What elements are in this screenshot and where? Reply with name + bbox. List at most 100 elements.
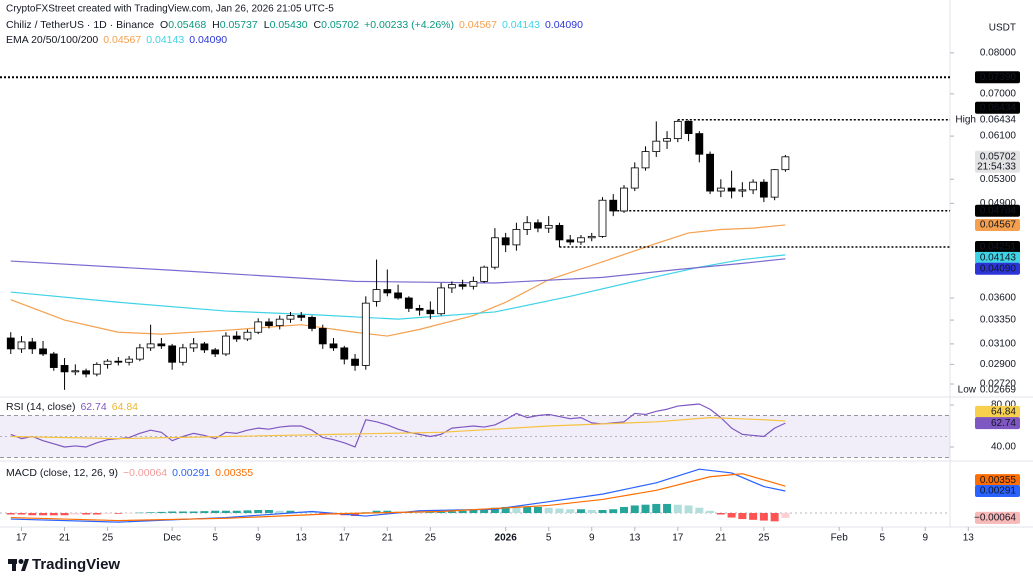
candle-body xyxy=(39,348,47,355)
price-badge-label: 64.84 xyxy=(991,407,1016,418)
price-badge-label: 0.00291 xyxy=(980,486,1017,497)
y-tick-label: 0.03600 xyxy=(980,293,1017,304)
price-badge xyxy=(975,101,1020,114)
candle-body xyxy=(49,353,58,368)
candle-body xyxy=(200,343,209,351)
candle-body xyxy=(6,337,15,350)
candle-body xyxy=(534,222,542,229)
indicator-line xyxy=(10,473,786,522)
macd-histogram-bar xyxy=(587,509,596,514)
extreme-value: 0.06434 xyxy=(980,114,1017,125)
macd-histogram-bar xyxy=(146,512,155,514)
candle-body xyxy=(394,292,402,299)
macd-histogram-bar xyxy=(82,513,91,515)
candle-body xyxy=(587,235,596,239)
macd-histogram-bar xyxy=(501,506,510,514)
macd-histogram-bar xyxy=(28,513,37,516)
price-badge xyxy=(975,71,1020,84)
brand-name: TradingView xyxy=(32,556,120,573)
y-tick-label: 0.02900 xyxy=(980,359,1017,370)
y-tick-label: 0.02720 xyxy=(980,379,1017,390)
x-tick-label: Feb xyxy=(831,533,849,544)
x-tick-label: 9 xyxy=(589,533,595,544)
macd-histogram-bar xyxy=(706,510,715,514)
macd-histogram-bar xyxy=(383,510,392,514)
candle-body xyxy=(168,345,177,363)
macd-histogram-bar xyxy=(17,513,26,515)
candle-body xyxy=(211,349,220,355)
macd-histogram-bar xyxy=(168,511,177,514)
macd-histogram-bar xyxy=(318,513,327,514)
x-tick-label: Dec xyxy=(163,533,181,544)
legend-value: 0.00291 xyxy=(172,467,210,479)
macd-histogram-bar xyxy=(60,513,69,516)
indicator-line xyxy=(10,417,786,440)
candle-body xyxy=(114,360,123,363)
macd-histogram-bar xyxy=(243,510,252,514)
price-badge-label: 0.04090 xyxy=(980,263,1017,274)
macd-histogram-bar xyxy=(770,513,779,522)
price-change: +0.00233 (+4.26%) xyxy=(364,19,454,31)
macd-histogram-bar xyxy=(308,512,317,514)
x-tick-label: 9 xyxy=(922,533,928,544)
logo-stem xyxy=(12,559,16,571)
price-badge-label: 0.00355 xyxy=(980,475,1017,486)
price-badge-label: 62.74 xyxy=(991,418,1016,429)
candle-body xyxy=(695,133,704,155)
legend-value: 0.04143 xyxy=(502,19,540,31)
ohlc-value: 0.05737 xyxy=(220,19,258,31)
macd-histogram-bar xyxy=(749,513,758,520)
macd-histogram-bar xyxy=(490,507,499,514)
candle-body xyxy=(157,343,166,347)
indicator-line xyxy=(10,403,786,448)
x-tick-label: 17 xyxy=(339,533,351,544)
candle-body xyxy=(684,120,693,134)
legend: MACD (close, 12, 26, 9) −0.00064 0.00291 0.… xyxy=(6,467,253,479)
candle-body xyxy=(716,187,725,192)
ohlc-value: 0.05468 xyxy=(168,19,206,31)
macd-histogram-bar xyxy=(437,511,446,514)
macd-histogram-bar xyxy=(727,513,736,518)
macd-histogram-bar xyxy=(544,507,553,514)
candle-body xyxy=(351,358,359,366)
macd-histogram-bar xyxy=(200,511,209,514)
x-tick-label: 13 xyxy=(296,533,308,544)
candle-body xyxy=(135,347,144,360)
macd-histogram-bar xyxy=(781,513,790,518)
price-badge xyxy=(975,474,1020,487)
price-badge xyxy=(975,405,1020,418)
x-tick-label: 13 xyxy=(963,533,975,544)
price-badge xyxy=(975,262,1020,275)
price-badge xyxy=(975,485,1020,498)
ohlc-key: C xyxy=(314,19,322,31)
candle-body xyxy=(308,316,316,329)
candle-body xyxy=(318,328,327,345)
y-tick-label: 40.00 xyxy=(991,442,1016,453)
candle-body xyxy=(297,315,306,318)
macd-histogram-bar xyxy=(598,509,607,514)
candle-body xyxy=(555,225,564,241)
legend-value: 62.74 xyxy=(80,401,106,413)
x-tick-label: 21 xyxy=(715,533,727,544)
candle-body xyxy=(125,358,134,363)
macd-histogram-bar xyxy=(232,510,241,514)
macd-histogram-bar xyxy=(135,512,144,514)
candle-body xyxy=(437,287,446,315)
macd-histogram-bar xyxy=(566,509,575,514)
macd-histogram-bar xyxy=(673,504,682,514)
macd-histogram-bar xyxy=(211,510,220,514)
candle-body xyxy=(630,167,639,189)
ohlc-key: H xyxy=(212,19,220,31)
x-tick-label: 5 xyxy=(212,533,218,544)
indicator-line xyxy=(10,468,786,523)
price-badge xyxy=(975,417,1020,430)
macd-histogram-bar xyxy=(684,505,693,514)
macd-histogram-bar xyxy=(6,513,15,515)
y-tick-label: 0.08000 xyxy=(980,47,1017,58)
macd-histogram-bar xyxy=(759,513,768,521)
macd-histogram-bar xyxy=(523,506,532,514)
candle-body xyxy=(329,343,338,349)
logo-dot xyxy=(18,559,24,564)
x-tick-label: 17 xyxy=(16,533,28,544)
macd-histogram-bar xyxy=(447,511,456,514)
